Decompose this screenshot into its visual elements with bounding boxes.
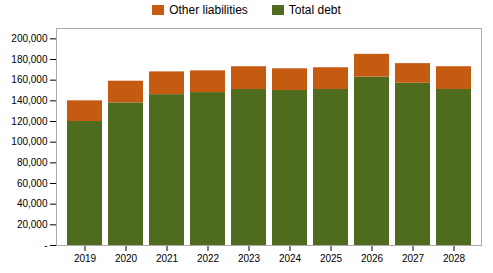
svg-text:2027: 2027 (402, 253, 425, 264)
svg-text:160,000: 160,000 (11, 74, 48, 85)
svg-text:20,000: 20,000 (17, 219, 48, 230)
svg-text:2019: 2019 (74, 253, 97, 264)
svg-text:80,000: 80,000 (17, 157, 48, 168)
svg-text:2020: 2020 (115, 253, 138, 264)
svg-text:100,000: 100,000 (11, 136, 48, 147)
svg-text:2026: 2026 (361, 253, 384, 264)
html-text:Total debt: Total debt (288, 3, 341, 17)
svg-text:2022: 2022 (197, 253, 220, 264)
html-text:Other liabilities: Other liabilities (169, 3, 248, 17)
svg-text:2024: 2024 (279, 253, 302, 264)
svg-text:60,000: 60,000 (17, 178, 48, 189)
svg-text:2023: 2023 (238, 253, 261, 264)
svg-text:2021: 2021 (156, 253, 179, 264)
svg-text:120,000: 120,000 (11, 116, 48, 127)
svg-text:200,000: 200,000 (11, 33, 48, 44)
svg-text:2028: 2028 (443, 253, 466, 264)
svg-text:40,000: 40,000 (17, 198, 48, 209)
svg-text:180,000: 180,000 (11, 54, 48, 65)
svg-text:140,000: 140,000 (11, 95, 48, 106)
svg-text:-: - (44, 240, 47, 251)
svg-text:2025: 2025 (320, 253, 343, 264)
